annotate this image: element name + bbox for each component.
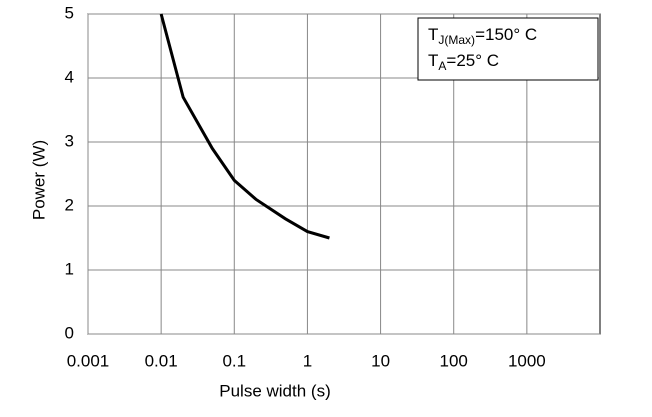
x-tick-label: 10 [371, 351, 390, 370]
annotation: TA=25° C [428, 51, 499, 73]
x-tick-label: 0.01 [145, 351, 178, 370]
annotation-main: T [428, 25, 438, 44]
annotation-rest: =150° C [475, 25, 537, 44]
annotation-box [417, 17, 599, 81]
y-tick-label: 3 [65, 131, 74, 150]
annotation-sub: A [438, 59, 446, 73]
annotation-sub: J(Max) [438, 33, 475, 47]
y-axis-label: Power (W) [29, 140, 48, 220]
annotation: TJ(Max)=150° C [428, 25, 537, 47]
y-tick-label: 1 [65, 259, 74, 278]
annotation-main: T [428, 51, 438, 70]
y-tick-label: 4 [65, 67, 74, 86]
x-tick-label: 100 [440, 351, 468, 370]
x-axis-label: Pulse width (s) [219, 381, 330, 400]
x-tick-label: 0.1 [222, 351, 246, 370]
data-line [159, 13, 330, 240]
annotation-rest: =25° C [446, 51, 499, 70]
y-tick-label: 0 [65, 323, 74, 342]
y-tick-label: 5 [65, 3, 74, 22]
x-tick-label: 1 [303, 351, 312, 370]
x-tick-label: 1000 [508, 351, 546, 370]
y-tick-label: 2 [65, 195, 74, 214]
x-tick-label: 0.001 [67, 351, 110, 370]
